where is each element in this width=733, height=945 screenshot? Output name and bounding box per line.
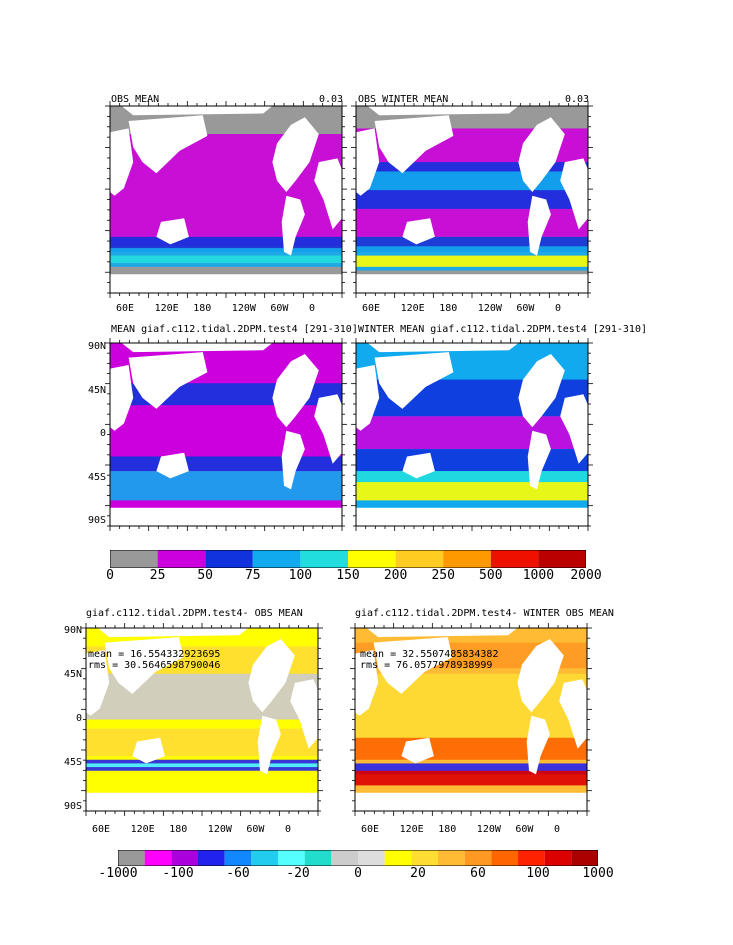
lon-label: 60E (92, 824, 111, 835)
colorbar-swatch (224, 850, 252, 866)
lon-label: 180 (438, 824, 457, 835)
colorbar-swatch (571, 850, 598, 866)
lon-label: 120W (231, 303, 256, 314)
colorbar-label: 0 (106, 568, 114, 583)
lon-label: 0 (554, 824, 561, 835)
panel-3-title: MEAN giaf.c112.tidal.2DPM.test4 [291-310… (111, 324, 358, 335)
colorbar-swatch (304, 850, 332, 866)
colorbar-label: -1000 (98, 866, 138, 881)
lon-label: 180 (169, 824, 188, 835)
lat-label: 45S (88, 471, 107, 483)
lon-label: 60E (116, 303, 135, 314)
colorbar-label: 150 (336, 568, 360, 583)
colorbar-swatch (438, 850, 465, 866)
lat-label: 45N (88, 384, 107, 396)
lat-label: 45S (64, 757, 83, 768)
panel-6-rms: rms = 76.0577978938999 (360, 660, 493, 671)
colorbar-swatch (358, 850, 385, 866)
colorbar-swatch (300, 550, 348, 568)
panel-5-mean: mean = 16.554332923695 (88, 649, 221, 660)
colorbar-top (110, 550, 586, 568)
panel-5-rms: rms = 30.5646598790046 (88, 660, 221, 671)
colorbar-swatch (518, 850, 545, 866)
lon-label: 120E (130, 824, 155, 835)
colorbar-swatch (443, 550, 491, 568)
panel-4-title: WINTER MEAN giaf.c112.tidal.2DPM.test4 [… (358, 324, 647, 335)
colorbar-bottom (118, 850, 598, 866)
colorbar-swatch (278, 850, 305, 866)
colorbar-label: 60 (470, 866, 486, 881)
colorbar-label: 25 (149, 568, 166, 583)
lon-label: 0 (309, 303, 316, 314)
colorbar-swatch (395, 550, 444, 568)
colorbar-swatch (538, 550, 586, 568)
lon-label: 60W (515, 824, 534, 835)
lon-label: 180 (439, 303, 458, 314)
colorbar-label: 100 (526, 866, 550, 881)
colorbar-label: -60 (226, 866, 250, 881)
colorbar-swatch (411, 850, 438, 866)
colorbar-label: 250 (431, 568, 455, 583)
lat-label: 0 (100, 428, 107, 439)
colorbar-swatch (118, 850, 145, 866)
panel-6-title: giaf.c112.tidal.2DPM.test4- WINTER OBS M… (355, 608, 614, 619)
colorbar-swatch (490, 550, 539, 568)
lon-label: 0 (285, 824, 292, 835)
colorbar-label: 1000 (582, 866, 614, 881)
colorbar-label: 200 (383, 568, 408, 583)
colorbar-swatch (252, 550, 301, 568)
colorbar-swatch (348, 550, 396, 568)
colorbar-label: 1000 (522, 568, 555, 583)
colorbar-swatch (491, 850, 518, 866)
lat-label: 0 (76, 713, 83, 724)
lon-label: 60W (270, 303, 289, 314)
colorbar-swatch (384, 850, 412, 866)
colorbar-label: 100 (288, 568, 313, 583)
colorbar-swatch (171, 850, 198, 866)
lon-label: 60W (246, 824, 265, 835)
panel-5-title: giaf.c112.tidal.2DPM.test4- OBS MEAN (86, 608, 303, 619)
lon-label: 60E (362, 303, 381, 314)
colorbar-label: 2000 (570, 568, 602, 583)
lon-label: 120E (399, 824, 424, 835)
panel-2-title: OBS WINTER MEAN (358, 94, 449, 105)
lon-label: 60W (516, 303, 535, 314)
lon-label: 180 (193, 303, 212, 314)
lon-label: 120E (400, 303, 425, 314)
lon-label: 120E (154, 303, 179, 314)
panel-1-corner-value: 0.03 (319, 94, 344, 105)
colorbar-label: -20 (286, 866, 310, 881)
lat-label: 90S (64, 801, 83, 812)
panel-2-corner-value: 0.03 (565, 94, 590, 105)
lon-label: 120W (477, 303, 502, 314)
lat-label: 90N (64, 625, 83, 636)
lon-label: 0 (555, 303, 562, 314)
lat-label: 90S (88, 515, 107, 526)
colorbar-label: 20 (410, 866, 426, 881)
panel-6-mean: mean = 32.5507485834382 (360, 649, 499, 660)
colorbar-swatch (144, 850, 172, 866)
colorbar-swatch (205, 550, 253, 568)
colorbar-label: 500 (479, 568, 503, 583)
lat-label: 90N (88, 341, 107, 352)
colorbar-label: 75 (244, 568, 261, 583)
colorbar-swatch (331, 850, 358, 866)
colorbar-swatch (157, 550, 206, 568)
colorbar-label: -100 (162, 866, 194, 881)
colorbar-swatch (464, 850, 492, 866)
colorbar-label: 0 (354, 866, 362, 881)
colorbar-swatch (544, 850, 572, 866)
lon-label: 120W (476, 824, 501, 835)
colorbar-swatch (198, 850, 225, 866)
colorbar-label: 50 (197, 568, 214, 583)
colorbar-swatch (110, 550, 158, 568)
lon-label: 120W (207, 824, 232, 835)
panel-1-title: OBS MEAN (111, 94, 160, 105)
colorbar-swatch (251, 850, 278, 866)
lat-label: 45N (64, 669, 83, 680)
lon-label: 60E (361, 824, 380, 835)
